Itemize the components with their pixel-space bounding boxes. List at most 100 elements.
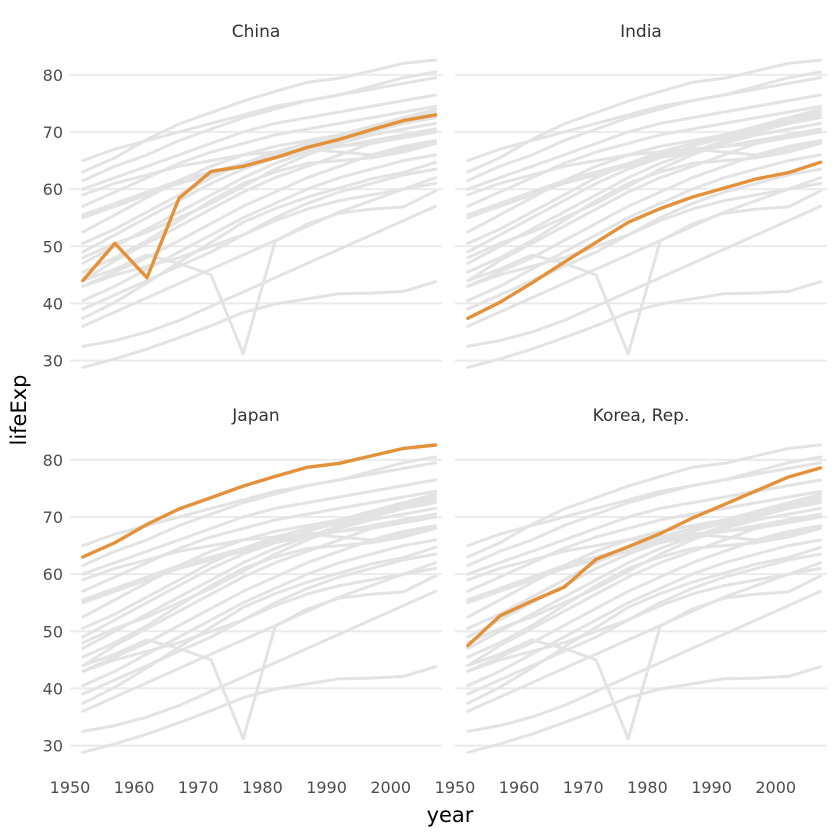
background-series-line — [81, 160, 438, 320]
background-series-line — [81, 589, 438, 733]
background-series-line — [81, 280, 438, 369]
y-axis-title: lifeExp — [7, 374, 31, 445]
y-axis-ticks: 30 40 50 60 70 80 30 40 50 60 70 80 — [43, 66, 63, 756]
facet-panel: Korea, Rep. — [455, 406, 827, 754]
background-series-line — [466, 141, 823, 197]
x-tick-label: 1970 — [563, 778, 604, 797]
background-series-line — [81, 116, 438, 265]
panel-title: India — [620, 22, 662, 42]
x-tick-label: 1960 — [499, 778, 540, 797]
background-series-line — [466, 93, 823, 191]
background-series-line — [466, 121, 823, 260]
x-axis-ticks: 1950 1960 1970 1980 1990 2000 1950 1960 1970 1980… — [50, 778, 796, 797]
background-series-line — [466, 176, 823, 328]
y-tick-label: 80 — [43, 66, 63, 85]
panel-title: China — [232, 22, 281, 42]
background-series-line — [466, 512, 823, 605]
x-tick-label: 1990 — [306, 778, 347, 797]
background-series-line — [466, 76, 823, 183]
x-tick-label: 1970 — [178, 778, 219, 797]
background-series-line — [466, 566, 823, 673]
y-tick-label: 50 — [43, 622, 63, 641]
panel-title: Korea, Rep. — [593, 406, 690, 426]
background-series-line — [81, 492, 438, 619]
x-tick-label: 1960 — [114, 778, 155, 797]
background-series-line — [466, 538, 823, 688]
x-axis-title: year — [427, 803, 474, 827]
background-series-line — [466, 104, 823, 208]
y-tick-label: 70 — [43, 508, 63, 527]
y-tick-label: 80 — [43, 451, 63, 470]
background-series-line — [466, 127, 823, 220]
background-series-line — [466, 107, 823, 234]
background-series-line — [466, 153, 823, 303]
background-series-line — [81, 501, 438, 650]
y-tick-label: 40 — [43, 679, 63, 698]
background-series-line — [466, 589, 823, 733]
background-series-line — [466, 455, 823, 548]
background-series-line — [466, 280, 823, 369]
background-series-line — [81, 461, 438, 568]
background-series-line — [466, 189, 823, 356]
background-series-line — [466, 461, 823, 568]
background-series-line — [81, 93, 438, 191]
x-tick-label: 1990 — [691, 778, 732, 797]
background-series-line — [466, 506, 823, 645]
y-tick-label: 50 — [43, 237, 63, 256]
y-tick-label: 30 — [43, 352, 63, 371]
background-series-line — [466, 116, 823, 265]
highlight-series-line — [466, 160, 823, 320]
background-series-line — [81, 107, 438, 234]
background-series-line — [466, 70, 823, 163]
background-series-line — [81, 545, 438, 705]
background-series-line — [81, 130, 438, 217]
background-series-line — [81, 515, 438, 602]
background-series-line — [81, 181, 438, 288]
background-series-line — [81, 506, 438, 645]
background-series-line — [81, 526, 438, 582]
background-series-line — [81, 189, 438, 356]
facet-panel: China — [70, 22, 442, 369]
facet-panel: India — [455, 22, 827, 369]
x-tick-label: 2000 — [370, 778, 411, 797]
highlight-series-line — [81, 113, 438, 283]
y-tick-label: 60 — [43, 565, 63, 584]
background-series-line — [81, 121, 438, 260]
background-series-line — [81, 104, 438, 208]
background-series-line — [466, 492, 823, 619]
background-series-line — [466, 478, 823, 576]
background-series-line — [466, 561, 823, 713]
background-series-line — [466, 130, 823, 217]
background-series-line — [81, 665, 438, 754]
facet-panel: Japan — [70, 406, 442, 754]
background-series-line — [81, 478, 438, 576]
background-series-line — [81, 176, 438, 328]
x-tick-label: 1980 — [627, 778, 668, 797]
background-series-line — [81, 70, 438, 163]
background-series-line — [81, 566, 438, 673]
background-series-line — [81, 561, 438, 713]
background-series-line — [81, 489, 438, 593]
background-series-line — [466, 501, 823, 650]
background-series-line — [466, 489, 823, 593]
background-series-line — [81, 141, 438, 197]
y-tick-label: 30 — [43, 737, 63, 756]
y-tick-label: 70 — [43, 123, 63, 142]
panel-title: Japan — [231, 406, 279, 426]
x-tick-label: 1980 — [242, 778, 283, 797]
background-series-line — [466, 665, 823, 754]
highlight-series-line — [81, 443, 438, 559]
x-tick-label: 1950 — [435, 778, 476, 797]
background-series-line — [81, 76, 438, 183]
highlight-series-line — [466, 466, 823, 648]
background-series-line — [466, 574, 823, 741]
y-tick-label: 60 — [43, 180, 63, 199]
background-series-line — [81, 574, 438, 741]
x-tick-label: 2000 — [755, 778, 796, 797]
background-series-line — [81, 204, 438, 348]
background-series-line — [466, 181, 823, 288]
background-series-line — [81, 512, 438, 605]
background-series-line — [466, 204, 823, 348]
y-tick-label: 40 — [43, 294, 63, 313]
